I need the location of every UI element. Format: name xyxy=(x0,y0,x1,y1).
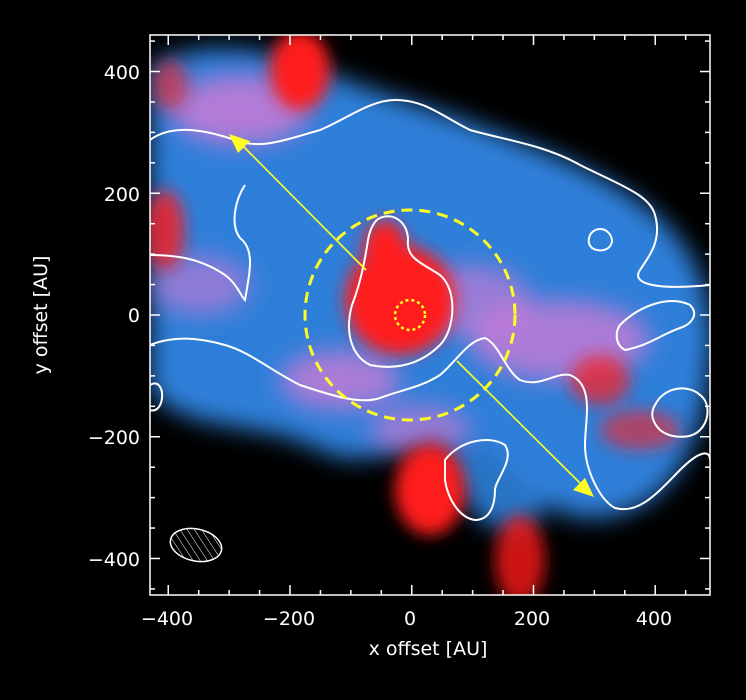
contour-lower-right xyxy=(651,387,709,438)
emission-image xyxy=(150,35,710,595)
contour-core xyxy=(348,215,454,368)
contour-bottom-blob xyxy=(444,439,509,522)
y-tick-labels: −400 −200 0 200 400 xyxy=(88,62,140,571)
contour-right-island xyxy=(615,300,696,352)
contours xyxy=(150,98,710,522)
y-tick-label: −200 xyxy=(88,427,140,449)
y-tick-label: 200 xyxy=(104,184,140,206)
axis-ticks xyxy=(150,35,710,595)
x-tick-label: 0 xyxy=(404,608,416,630)
contour-left-small xyxy=(150,382,164,412)
outflow-arrow-northwest xyxy=(229,134,367,271)
x-tick-label: −400 xyxy=(141,608,193,630)
y-axis-title: y offset [AU] xyxy=(30,256,52,375)
x-tick-label: −200 xyxy=(263,608,315,630)
y-tick-label: 400 xyxy=(104,62,140,84)
contour-small-dot xyxy=(587,228,614,252)
contour-main-lower xyxy=(150,336,710,511)
y-tick-label: −400 xyxy=(88,549,140,571)
x-tick-labels: −400 −200 0 200 400 xyxy=(141,608,672,630)
y-tick-label: 0 xyxy=(128,305,140,327)
x-tick-label: 200 xyxy=(514,608,550,630)
inner-dotted-circle xyxy=(393,298,427,332)
red-emission xyxy=(150,35,680,595)
x-tick-label: 400 xyxy=(636,608,672,630)
outer-dashed-circle xyxy=(303,208,517,422)
contour-main-upper xyxy=(150,98,710,288)
contour-left-bay xyxy=(150,184,251,303)
beam-ellipse xyxy=(169,527,223,563)
x-axis-title: x offset [AU] xyxy=(369,638,488,660)
outflow-arrow-southeast xyxy=(456,360,594,497)
